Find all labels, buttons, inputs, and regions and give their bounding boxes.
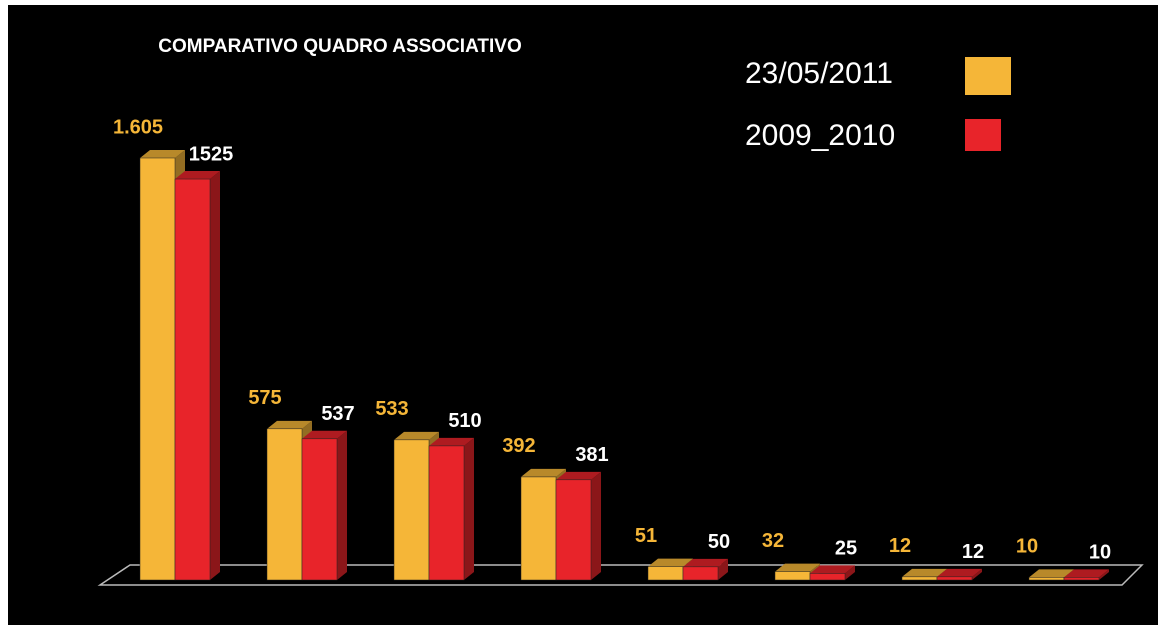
- legend-label: 23/05/2011: [745, 57, 893, 90]
- bar: [774, 571, 811, 581]
- bar-top: [775, 563, 820, 572]
- bar-top: [302, 430, 347, 439]
- bar-top: [521, 468, 566, 477]
- legend-label: 2009_2010: [745, 119, 895, 152]
- bar: [682, 566, 719, 581]
- bar: [393, 439, 430, 581]
- data-label: 12: [889, 535, 911, 557]
- data-label: 392: [502, 435, 535, 457]
- bar-top: [1029, 569, 1074, 578]
- data-label: 10: [1016, 536, 1038, 558]
- bar-side: [718, 558, 728, 580]
- data-label: 32: [762, 530, 784, 552]
- data-label: 381: [575, 444, 608, 466]
- bar-top: [902, 568, 947, 577]
- bar: [1028, 577, 1065, 581]
- legend-swatch: [965, 119, 1001, 151]
- bar: [174, 178, 211, 581]
- bar-side: [464, 437, 474, 580]
- data-label: 12: [962, 541, 984, 563]
- data-label: 10: [1089, 542, 1111, 564]
- bar-top: [937, 568, 982, 577]
- bar: [809, 573, 846, 581]
- bar-top: [394, 431, 439, 440]
- bar: [901, 576, 938, 581]
- bar-top: [175, 171, 220, 180]
- data-label: 510: [448, 410, 481, 432]
- data-label: 25: [835, 538, 857, 560]
- bar-side: [591, 471, 601, 580]
- data-label: 1.605: [113, 116, 163, 138]
- bar-side: [1099, 569, 1109, 580]
- bar-top: [683, 558, 728, 567]
- data-label: 537: [321, 403, 354, 425]
- bar: [1063, 577, 1100, 581]
- bar: [555, 479, 592, 581]
- bar-side: [845, 565, 855, 580]
- bar-top: [556, 471, 601, 480]
- bar-top: [810, 565, 855, 574]
- bar-top: [429, 437, 474, 446]
- data-label: 533: [375, 398, 408, 420]
- bar-side: [210, 171, 220, 580]
- data-label: 51: [635, 525, 657, 547]
- bar-top: [267, 420, 312, 429]
- data-label: 575: [248, 387, 281, 409]
- bar-top: [140, 150, 185, 158]
- bar-top: [648, 558, 693, 567]
- data-label: 50: [708, 531, 730, 553]
- bar: [266, 428, 303, 581]
- bar: [428, 445, 465, 581]
- bar-side: [337, 430, 347, 580]
- floor: [97, 564, 1144, 586]
- bar: [139, 157, 176, 581]
- bar-side: [972, 568, 982, 580]
- data-label: 1525: [189, 143, 234, 165]
- legend-swatch: [965, 57, 1011, 95]
- bar-top: [1064, 569, 1109, 578]
- bar: [301, 438, 338, 581]
- chart-title: COMPARATIVO QUADRO ASSOCIATIVO: [158, 36, 521, 57]
- bar: [520, 476, 557, 581]
- bar: [647, 566, 684, 581]
- bar: [936, 576, 973, 581]
